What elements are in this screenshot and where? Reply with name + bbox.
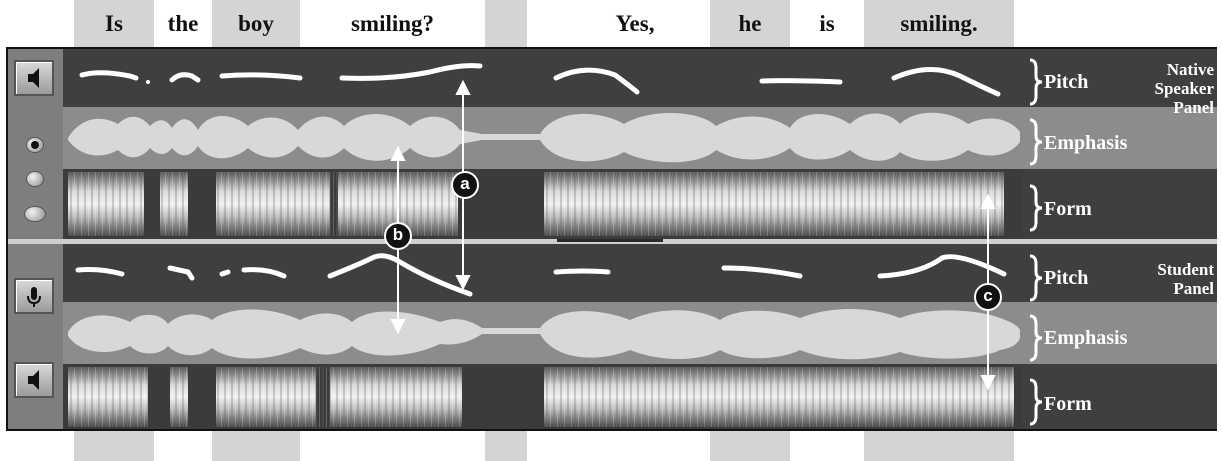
student-record-button[interactable] <box>14 278 54 314</box>
word-boy[interactable]: boy <box>238 11 274 36</box>
native-pitch-label-bg <box>1023 49 1217 107</box>
native-form-spectrogram <box>68 172 1004 236</box>
word-column-boy-top <box>212 0 300 47</box>
native-emphasis-waveform <box>68 112 1020 163</box>
word-the[interactable]: the <box>167 11 199 36</box>
word-is-2[interactable]: is <box>819 11 835 36</box>
student-emphasis-waveform <box>68 309 1020 360</box>
native-panel-title-line2: Speaker <box>1154 79 1215 98</box>
native-panel-title-line3: Panel <box>1173 98 1214 117</box>
word-he[interactable]: he <box>738 11 762 36</box>
word-yes[interactable]: Yes, <box>615 11 655 36</box>
student-play-button[interactable] <box>14 362 54 398</box>
view-option-2[interactable] <box>26 171 44 187</box>
word-is[interactable]: Is <box>105 11 123 36</box>
word-column-is-bottom <box>74 431 154 461</box>
native-play-button[interactable] <box>14 60 54 96</box>
speaker-icon <box>28 68 39 88</box>
native-panel-title-line1: Native <box>1166 60 1214 79</box>
view-option-3[interactable] <box>24 206 46 222</box>
view-option-1[interactable] <box>26 137 44 153</box>
native-pitch-label: Pitch <box>1044 71 1089 93</box>
word-column-is-top <box>74 0 154 47</box>
word-column-he-bottom <box>710 431 790 461</box>
callout-a: a <box>451 171 479 199</box>
student-emphasis-label-bg <box>1023 302 1217 364</box>
word-smiling-question[interactable]: smiling? <box>350 11 435 36</box>
student-panel-title-line2: Panel <box>1173 279 1214 298</box>
native-emphasis-label-bg <box>1023 107 1217 169</box>
native-emphasis-label: Emphasis <box>1044 132 1128 154</box>
callout-b: b <box>384 222 412 250</box>
word-column-he-top <box>710 0 790 47</box>
student-form-spectrogram <box>68 367 1014 427</box>
native-form-label-bg <box>1023 169 1217 239</box>
student-panel-title: Student Panel <box>1157 260 1214 298</box>
student-pitch-label-bg <box>1023 244 1217 302</box>
speaker-icon <box>28 370 39 390</box>
word-column-gap-top <box>485 0 527 47</box>
word-column-smiling-top <box>864 0 1014 47</box>
word-column-gap-bottom <box>485 431 527 461</box>
native-form-label: Form <box>1044 198 1092 220</box>
track-braces <box>1029 58 1043 426</box>
student-pitch-label: Pitch <box>1044 267 1089 289</box>
word-smiling-period[interactable]: smiling. <box>900 11 978 36</box>
student-form-label-bg <box>1023 364 1217 429</box>
student-panel-title-line1: Student <box>1157 260 1214 279</box>
student-emphasis-label: Emphasis <box>1044 327 1128 349</box>
microphone-icon <box>27 287 41 307</box>
native-panel-title: Native Speaker Panel <box>1155 60 1215 117</box>
callout-c: c <box>974 283 1002 311</box>
playhead-bar <box>557 239 663 242</box>
word-column-smiling-bottom <box>864 431 1014 461</box>
word-column-boy-bottom <box>212 431 300 461</box>
student-form-label: Form <box>1044 393 1092 415</box>
native-pitch-curve <box>79 63 1001 97</box>
student-pitch-curve <box>75 253 1007 297</box>
